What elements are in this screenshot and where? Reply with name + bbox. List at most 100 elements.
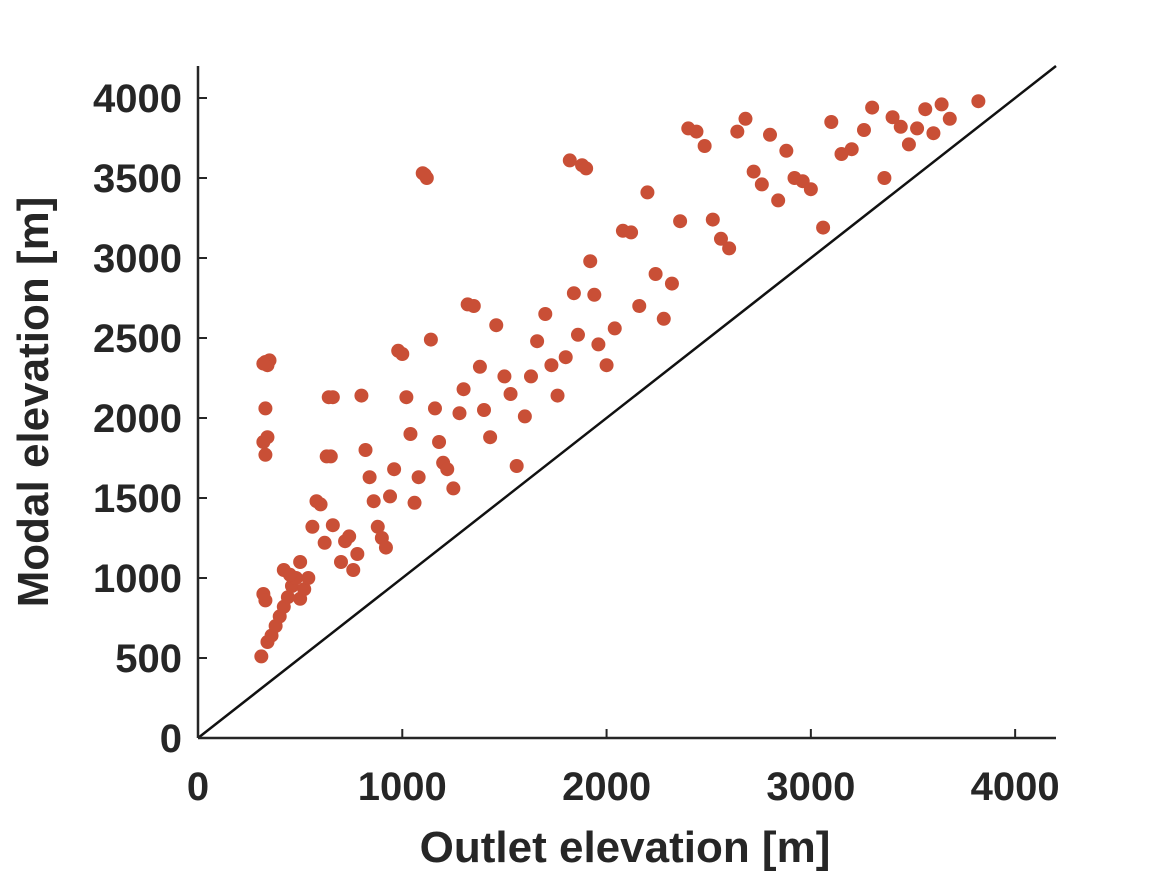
- data-point: [489, 318, 504, 333]
- data-point: [383, 489, 398, 504]
- data-point: [366, 494, 381, 509]
- data-point: [901, 137, 916, 152]
- data-point: [934, 97, 949, 112]
- data-point: [407, 495, 422, 510]
- data-point: [705, 212, 720, 227]
- data-point: [387, 462, 402, 477]
- data-point: [530, 334, 545, 349]
- data-point: [497, 369, 512, 384]
- data-point: [466, 299, 481, 313]
- data-point: [885, 110, 900, 125]
- data-point: [632, 299, 647, 313]
- data-point: [803, 182, 818, 197]
- y-tick-label: 3000: [93, 237, 182, 281]
- data-point: [730, 124, 745, 139]
- data-point: [640, 185, 655, 200]
- data-point: [591, 337, 606, 352]
- x-tick-label: 0: [187, 765, 209, 809]
- data-point: [370, 519, 385, 534]
- data-point: [452, 406, 467, 421]
- data-point: [427, 401, 442, 416]
- data-point: [910, 121, 925, 136]
- x-ticks: 0 1000 2000 3000 4000: [187, 729, 1060, 809]
- data-point: [256, 356, 271, 371]
- data-point: [697, 139, 712, 153]
- data-point: [599, 358, 614, 373]
- data-point: [411, 470, 426, 485]
- points-layer: [254, 94, 986, 664]
- data-point: [346, 563, 361, 577]
- data-point: [763, 127, 777, 142]
- x-tick-label: 4000: [971, 765, 1060, 809]
- data-point: [440, 462, 455, 477]
- data-point: [446, 481, 461, 496]
- data-point: [293, 555, 308, 569]
- data-point: [587, 287, 602, 302]
- data-point: [523, 369, 538, 384]
- data-point: [746, 164, 761, 179]
- data-point: [325, 390, 340, 405]
- data-point: [399, 390, 414, 405]
- x-tick-label: 2000: [562, 765, 651, 809]
- data-point: [550, 388, 565, 403]
- data-point: [754, 177, 769, 192]
- data-point: [713, 231, 728, 246]
- data-point: [472, 359, 487, 374]
- data-point: [779, 143, 794, 158]
- data-point: [673, 214, 688, 229]
- data-point: [483, 430, 498, 445]
- data-point: [583, 254, 598, 269]
- identity-reference-line: [197, 65, 1057, 739]
- data-point: [538, 307, 553, 321]
- data-point: [456, 382, 471, 397]
- data-point: [378, 540, 393, 555]
- y-tick-label: 1000: [93, 557, 182, 601]
- data-point: [579, 161, 594, 176]
- data-point: [824, 115, 839, 129]
- data-point: [722, 241, 737, 256]
- data-point: [258, 593, 273, 608]
- data-point: [771, 193, 786, 208]
- data-point: [877, 171, 892, 185]
- data-point: [566, 286, 581, 301]
- y-axis-title: Modal elevation [m]: [9, 197, 58, 608]
- data-point: [325, 518, 340, 533]
- data-point: [258, 447, 273, 462]
- y-tick-label: 2500: [93, 317, 182, 361]
- data-point: [558, 350, 573, 365]
- data-point: [844, 142, 859, 157]
- data-point: [648, 267, 663, 281]
- data-point: [395, 347, 410, 361]
- y-tick-label: 3500: [93, 157, 182, 201]
- data-point: [517, 409, 532, 424]
- data-point: [918, 102, 933, 117]
- data-point: [301, 571, 316, 585]
- data-point: [282, 567, 297, 582]
- data-point: [297, 582, 312, 597]
- data-point: [926, 126, 941, 141]
- x-axis-title: Outlet elevation [m]: [420, 823, 831, 872]
- x-tick-label: 1000: [358, 765, 447, 809]
- data-point: [738, 111, 753, 126]
- data-point: [254, 649, 269, 664]
- data-point: [624, 225, 639, 240]
- data-point: [280, 590, 295, 605]
- data-point: [258, 401, 273, 416]
- data-point: [362, 470, 377, 485]
- data-point: [403, 427, 418, 441]
- data-point: [562, 153, 577, 168]
- data-point: [856, 123, 871, 137]
- data-point: [350, 547, 365, 561]
- data-point: [656, 311, 671, 326]
- data-point: [358, 443, 373, 457]
- data-point: [342, 529, 357, 544]
- y-tick-label: 1500: [93, 477, 182, 521]
- data-point: [816, 220, 831, 235]
- data-point: [305, 519, 320, 534]
- x-tick-label: 3000: [766, 765, 855, 809]
- data-point: [256, 435, 271, 449]
- data-point: [313, 497, 328, 512]
- y-tick-label: 0: [160, 717, 182, 761]
- data-point: [323, 449, 338, 464]
